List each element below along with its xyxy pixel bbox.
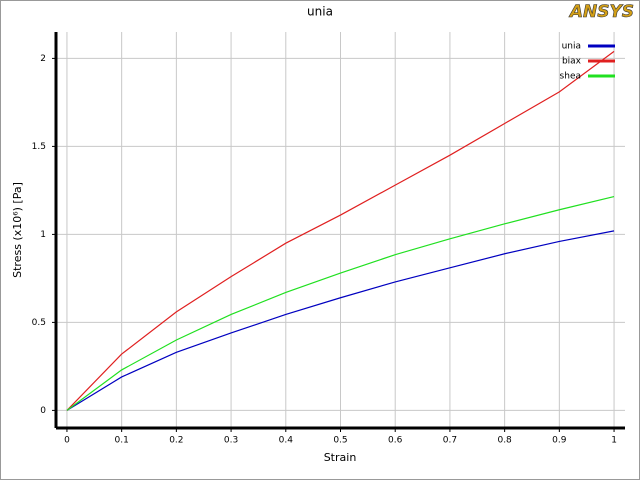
legend-label: unia [562, 42, 581, 52]
x-tick-label: 0.5 [333, 436, 347, 446]
y-tick-label: 1.5 [32, 142, 46, 152]
x-tick-label: 1 [611, 436, 617, 446]
legend-label: shea [560, 72, 581, 82]
series-line [66, 195, 615, 411]
series-line [66, 50, 615, 411]
x-axis-label: Strain [324, 451, 357, 464]
x-tick-label: 0.6 [388, 436, 403, 446]
y-tick-label: 2 [40, 54, 46, 64]
x-tick-label: 0.7 [443, 436, 457, 446]
x-tick-label: 0.4 [279, 436, 294, 446]
x-tick-label: 0.2 [169, 436, 183, 446]
series-line [66, 230, 615, 411]
x-tick-label: 0 [64, 436, 70, 446]
x-tick-label: 0.3 [224, 436, 238, 446]
legend-label: biax [562, 57, 582, 67]
x-tick-label: 0.8 [497, 436, 512, 446]
x-tick-label: 0.9 [552, 436, 567, 446]
y-tick-label: 0.5 [32, 318, 46, 328]
y-tick-label: 1 [40, 230, 46, 240]
logo: ANSYS [568, 2, 634, 22]
chart-title: unia [307, 5, 333, 19]
x-tick-label: 0.1 [114, 436, 128, 446]
y-axis-label: Stress (x10⁶) [Pa] [11, 182, 24, 278]
y-tick-label: 0 [40, 406, 46, 416]
